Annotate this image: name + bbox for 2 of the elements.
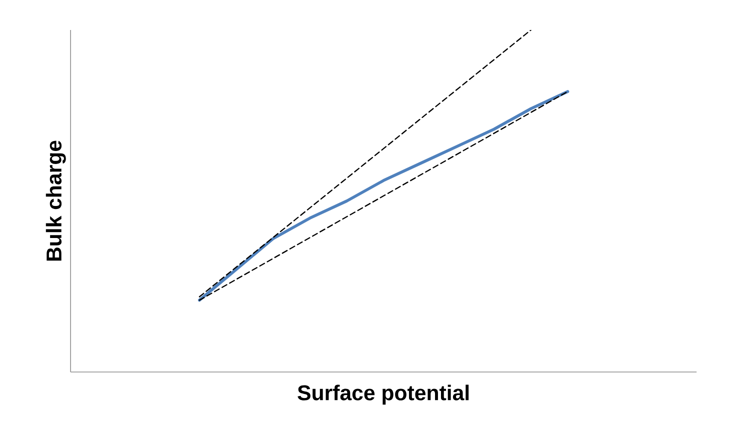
x-axis-title: Surface potential bbox=[298, 384, 469, 405]
y-axis-title: Bulk charge bbox=[46, 140, 66, 261]
